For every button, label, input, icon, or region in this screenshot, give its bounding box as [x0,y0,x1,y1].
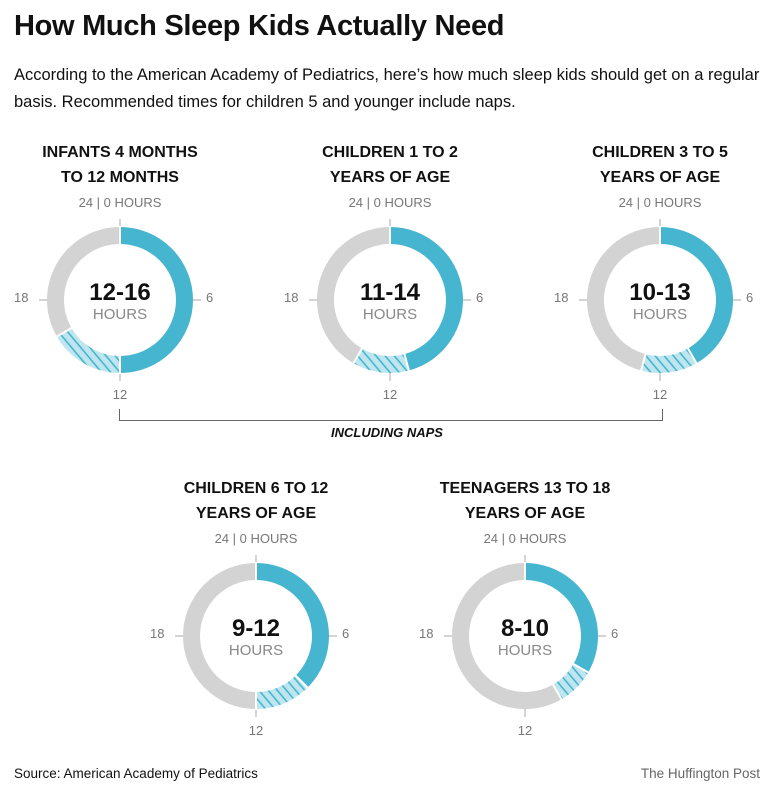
chart-title: CHILDREN 1 TO 2 YEARS OF AGE [270,140,510,190]
tick-label-top: 24 | 0 HOURS [483,531,567,546]
tick-label-right: 6 [476,290,484,305]
chart-title: CHILDREN 3 TO 5 YEARS OF AGE [540,140,774,190]
sleep-range-unit: HOURS [92,306,148,323]
sleep-range-value: 12-16 [89,279,151,306]
tick-label-left: 18 [14,290,29,305]
subtitle: According to the American Academy of Ped… [14,66,760,111]
tick-label-left: 18 [419,626,434,641]
segment-separator [551,683,563,701]
segment-separator [686,347,698,365]
tick-label-left: 18 [554,290,569,305]
tick-label-bottom: 12 [652,387,668,402]
chart-title-line: CHILDREN 3 TO 5 [592,144,728,161]
min-sleep-segment [120,227,193,373]
donut-chart [39,219,201,381]
chart-title-line: YEARS OF AGE [329,169,451,186]
credit: The Huffington Post [640,766,760,781]
segment-separator [403,352,411,372]
tick-label-top: 24 | 0 HOURS [618,195,702,210]
segment-separator [294,674,310,690]
chart-title-line: CHILDREN 1 TO 2 [322,144,458,161]
range-sleep-segment [553,664,589,700]
donut-chart [444,555,606,717]
range-sleep-segment [641,348,697,373]
awake-segment [47,227,120,337]
segment-separator [639,352,647,372]
min-sleep-segment [390,227,463,371]
chart-title-line: YEARS OF AGE [195,505,317,522]
chart-title-line: YEARS OF AGE [599,169,721,186]
segment-separator [352,347,364,365]
min-sleep-segment [660,227,733,364]
range-sleep-segment [56,328,120,373]
chart-title-line: CHILDREN 6 TO 12 [183,480,329,497]
donut-chart [175,555,337,717]
awake-segment [587,227,660,371]
min-sleep-segment [256,563,329,688]
sleep-range-unit: HOURS [632,306,688,323]
tick-label-right: 6 [746,290,754,305]
tick-label-right: 6 [342,626,350,641]
source-note: Source: American Academy of Pediatrics [14,766,258,781]
awake-segment [451,563,562,709]
tick-label-top: 24 | 0 HOURS [78,195,162,210]
chart-title: INFANTS 4 MONTHS TO 12 MONTHS [0,140,240,190]
chart-title: TEENAGERS 13 TO 18 YEARS OF AGE [405,476,645,526]
tick-label-right: 6 [206,290,214,305]
chart-title-line: TEENAGERS 13 TO 18 [439,480,611,497]
tick-label-bottom: 12 [112,387,128,402]
tick-label-right: 6 [611,626,619,641]
min-sleep-segment [525,563,598,673]
chart-title: CHILDREN 6 TO 12 YEARS OF AGE [136,476,376,526]
donut-chart [579,219,741,381]
donut-chart [309,219,471,381]
tick-label-top: 24 | 0 HOURS [348,195,432,210]
sleep-range-value: 9-12 [231,615,281,642]
chart-title-line: TO 12 MONTHS [61,169,179,186]
tick-label-top: 24 | 0 HOURS [214,531,298,546]
segment-separator [55,326,73,338]
segment-separator [572,662,590,674]
sleep-range-unit: HOURS [362,306,418,323]
range-sleep-segment [353,348,409,373]
sleep-range-value: 11-14 [359,279,421,306]
sleep-range-unit: HOURS [497,642,553,659]
tick-label-left: 18 [150,626,165,641]
page-title: How Much Sleep Kids Actually Need [14,10,505,42]
tick-label-left: 18 [284,290,299,305]
naps-bracket [119,409,663,421]
awake-segment [317,227,390,364]
tick-label-bottom: 12 [517,723,533,738]
chart-title-line: YEARS OF AGE [464,505,586,522]
tick-label-bottom: 12 [382,387,398,402]
sleep-range-value: 8-10 [500,615,550,642]
tick-label-bottom: 12 [248,723,264,738]
naps-label: INCLUDING NAPS [331,425,443,440]
sleep-range-unit: HOURS [228,642,284,659]
range-sleep-segment [256,675,308,709]
awake-segment [183,563,256,709]
sleep-range-value: 10-13 [629,279,691,306]
chart-title-line: INFANTS 4 MONTHS [42,144,198,161]
